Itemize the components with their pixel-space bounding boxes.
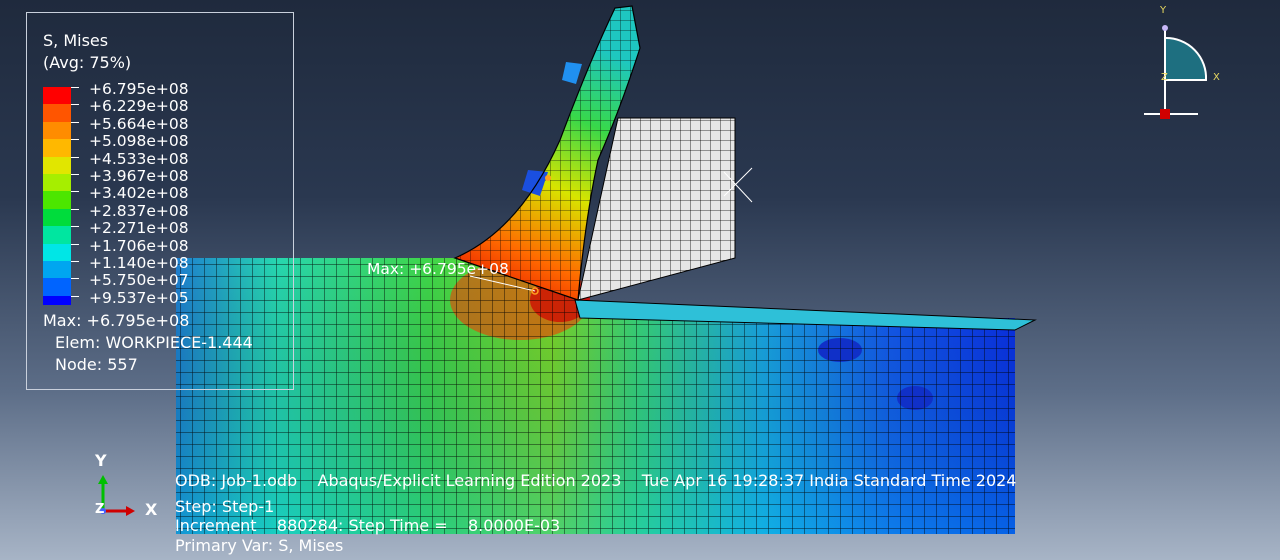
triad-y-label: Y xyxy=(95,451,107,470)
legend-tick xyxy=(71,121,79,123)
legend-swatch xyxy=(43,278,71,296)
legend-swatch xyxy=(43,139,71,157)
legend-tick xyxy=(71,208,79,210)
chip-mesh xyxy=(453,5,641,301)
global-triad xyxy=(98,475,135,516)
legend-subtitle: (Avg: 75%) xyxy=(43,53,132,72)
legend-tick xyxy=(71,278,79,280)
view-triad-y-label: Y xyxy=(1160,5,1167,16)
legend-value: +5.750e+07 xyxy=(89,271,189,290)
legend-tick xyxy=(71,174,79,175)
legend-swatch xyxy=(43,295,71,305)
legend-value: +1.706e+08 xyxy=(89,236,189,255)
triad-z-label: Z xyxy=(95,502,105,517)
footer-odb-line: ODB: Job-1.odb Abaqus/Explicit Learning … xyxy=(175,471,1017,490)
legend-value: +2.837e+08 xyxy=(89,201,189,220)
contour-legend[interactable]: S, Mises (Avg: 75%) +6.795e+08 +6.229e+08… xyxy=(26,12,294,390)
legend-tick xyxy=(71,87,79,88)
legend-value: +2.271e+08 xyxy=(89,219,189,238)
legend-tick xyxy=(71,191,79,193)
legend-elem: Elem: WORKPIECE-1.444 xyxy=(55,333,253,352)
footer-step-line: Step: Step-1 xyxy=(175,497,275,516)
legend-tick xyxy=(71,243,79,245)
max-marker-label: Max: +6.795e+08 xyxy=(367,260,509,278)
legend-swatch xyxy=(43,243,71,261)
legend-max: Max: +6.795e+08 xyxy=(43,311,190,330)
legend-tick xyxy=(71,139,79,141)
legend-tick xyxy=(71,295,79,297)
legend-swatch xyxy=(43,208,71,227)
legend-swatch xyxy=(43,261,71,279)
legend-tick xyxy=(71,261,79,262)
legend-tick xyxy=(71,156,79,158)
legend-swatch xyxy=(43,104,71,122)
footer-primary-var-line: Primary Var: S, Mises xyxy=(175,536,344,555)
triad-x-label: X xyxy=(145,500,158,519)
legend-swatch xyxy=(43,191,71,209)
legend-node: Node: 557 xyxy=(55,355,138,374)
legend-swatch xyxy=(43,226,71,244)
legend-tick xyxy=(71,104,79,106)
cutting-tool-mesh xyxy=(577,117,753,301)
legend-value: +1.140e+08 xyxy=(89,254,189,272)
view-triad-x-label: X xyxy=(1213,72,1220,83)
view-triad-z-label: Z xyxy=(1161,72,1168,83)
legend-value: +9.537e+05 xyxy=(89,288,189,307)
workpiece-mesh xyxy=(176,256,1037,534)
legend-swatch xyxy=(43,174,71,192)
legend-value: +3.967e+08 xyxy=(89,167,189,185)
legend-value: +6.229e+08 xyxy=(89,97,189,116)
legend-title: S, Mises xyxy=(43,31,109,50)
legend-value: +6.795e+08 xyxy=(89,80,189,98)
footer-increment-line: Increment 880284: Step Time = 8.0000E-03 xyxy=(175,516,561,535)
legend-value: +5.098e+08 xyxy=(89,132,189,151)
view-triad xyxy=(1144,25,1208,119)
legend-swatch xyxy=(43,87,71,105)
legend-tick xyxy=(71,226,79,228)
legend-value: +3.402e+08 xyxy=(89,184,189,203)
legend-swatch xyxy=(43,156,71,174)
legend-swatch xyxy=(43,121,71,140)
legend-value: +4.533e+08 xyxy=(89,149,189,168)
max-marker[interactable] xyxy=(469,175,551,295)
legend-value: +5.664e+08 xyxy=(89,114,189,133)
